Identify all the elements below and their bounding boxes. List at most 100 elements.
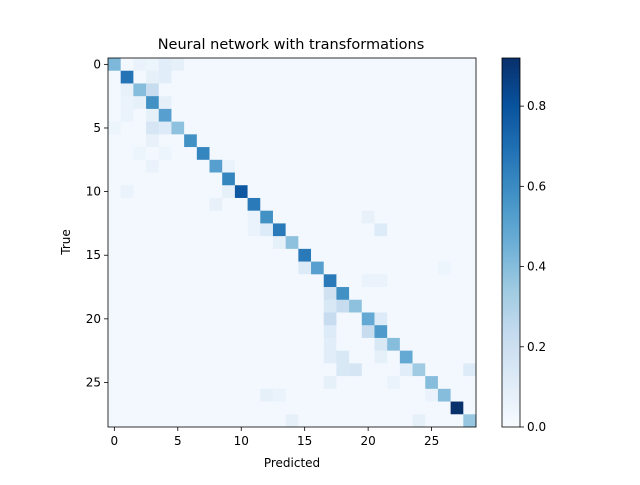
heatmap-cell — [311, 312, 325, 326]
heatmap-cell — [361, 248, 375, 262]
heatmap-cell — [209, 325, 223, 339]
heatmap-cell — [120, 414, 134, 428]
heatmap-cell — [361, 287, 375, 301]
y-tick-label: 10 — [86, 185, 101, 199]
heatmap-cell — [387, 325, 401, 339]
heatmap-cell — [437, 121, 451, 135]
heatmap-cell — [184, 159, 198, 173]
heatmap-cell — [209, 388, 223, 402]
heatmap-cell — [311, 172, 325, 186]
heatmap-cell — [146, 401, 160, 415]
heatmap-cell — [298, 376, 312, 390]
heatmap-cell — [184, 337, 198, 351]
heatmap-cell — [361, 388, 375, 402]
heatmap-cell — [463, 185, 477, 199]
heatmap-cell — [298, 261, 312, 275]
heatmap-cell — [234, 134, 248, 148]
heatmap-cell — [463, 134, 477, 148]
heatmap-cell — [120, 312, 134, 326]
heatmap-cell — [272, 337, 286, 351]
heatmap-cell — [222, 401, 236, 415]
heatmap-cell — [209, 121, 223, 135]
heatmap-cell — [196, 325, 210, 339]
heatmap-cell — [260, 108, 274, 122]
heatmap-cell — [120, 83, 134, 97]
heatmap-cell — [311, 58, 325, 72]
heatmap-cell — [260, 388, 274, 402]
heatmap-cell — [437, 70, 451, 84]
heatmap-cell — [450, 83, 464, 97]
heatmap-cell — [171, 312, 185, 326]
heatmap-cell — [463, 376, 477, 390]
heatmap-cell — [260, 58, 274, 72]
heatmap-cell — [412, 121, 426, 135]
heatmap-cell — [234, 83, 248, 97]
heatmap-cell — [412, 159, 426, 173]
heatmap-cell — [349, 172, 363, 186]
heatmap-cell — [234, 121, 248, 135]
heatmap-cell — [399, 312, 413, 326]
heatmap-cell — [323, 401, 337, 415]
heatmap-cell — [209, 376, 223, 390]
heatmap-cell — [146, 172, 160, 186]
heatmap-cell — [285, 388, 299, 402]
heatmap-cell — [311, 388, 325, 402]
heatmap-cell — [323, 185, 337, 199]
heatmap-cell — [387, 223, 401, 237]
heatmap-cell — [387, 299, 401, 313]
heatmap-cell — [247, 70, 261, 84]
heatmap-cell — [323, 350, 337, 364]
heatmap-cell — [272, 350, 286, 364]
heatmap-cell — [298, 248, 312, 262]
heatmap-cell — [120, 197, 134, 211]
heatmap-cell — [336, 236, 350, 250]
heatmap-cell — [361, 108, 375, 122]
heatmap-cell — [234, 248, 248, 262]
heatmap-cell — [171, 172, 185, 186]
heatmap-cell — [450, 147, 464, 161]
heatmap-cell — [412, 401, 426, 415]
heatmap-cell — [387, 261, 401, 275]
heatmap-cell — [247, 58, 261, 72]
heatmap-cell — [298, 172, 312, 186]
heatmap-cell — [120, 350, 134, 364]
heatmap-cell — [260, 414, 274, 428]
heatmap-cell — [222, 108, 236, 122]
x-tick-label: 15 — [297, 434, 312, 448]
heatmap-cell — [311, 108, 325, 122]
heatmap-cell — [158, 96, 172, 110]
colorbar-ticks: 0.0 0.2 0.4 0.6 0.8 — [520, 99, 546, 434]
heatmap-cell — [222, 159, 236, 173]
heatmap-cell — [184, 376, 198, 390]
heatmap-cell — [196, 261, 210, 275]
heatmap-cell — [437, 147, 451, 161]
heatmap-cell — [311, 401, 325, 415]
heatmap-cell — [120, 363, 134, 377]
heatmap-cell — [311, 223, 325, 237]
heatmap-cell — [146, 108, 160, 122]
heatmap-cell — [234, 96, 248, 110]
heatmap-cell — [311, 261, 325, 275]
heatmap-cell — [361, 261, 375, 275]
heatmap-cell — [158, 388, 172, 402]
heatmap-cell — [184, 108, 198, 122]
heatmap-cell — [260, 274, 274, 288]
heatmap-cell — [387, 96, 401, 110]
heatmap-cell — [336, 388, 350, 402]
heatmap-cell — [209, 58, 223, 72]
heatmap-cell — [463, 108, 477, 122]
heatmap-cell — [133, 197, 147, 211]
heatmap-cell — [171, 108, 185, 122]
heatmap-cell — [260, 121, 274, 135]
heatmap-cell — [437, 337, 451, 351]
heatmap-cell — [146, 58, 160, 72]
heatmap-cell — [311, 363, 325, 377]
heatmap-cell — [361, 147, 375, 161]
heatmap-cell — [387, 287, 401, 301]
heatmap-cell — [146, 159, 160, 173]
heatmap-cell — [387, 70, 401, 84]
heatmap-cell — [158, 236, 172, 250]
heatmap-cell — [260, 96, 274, 110]
heatmap-cell — [323, 299, 337, 313]
heatmap-cell — [260, 325, 274, 339]
